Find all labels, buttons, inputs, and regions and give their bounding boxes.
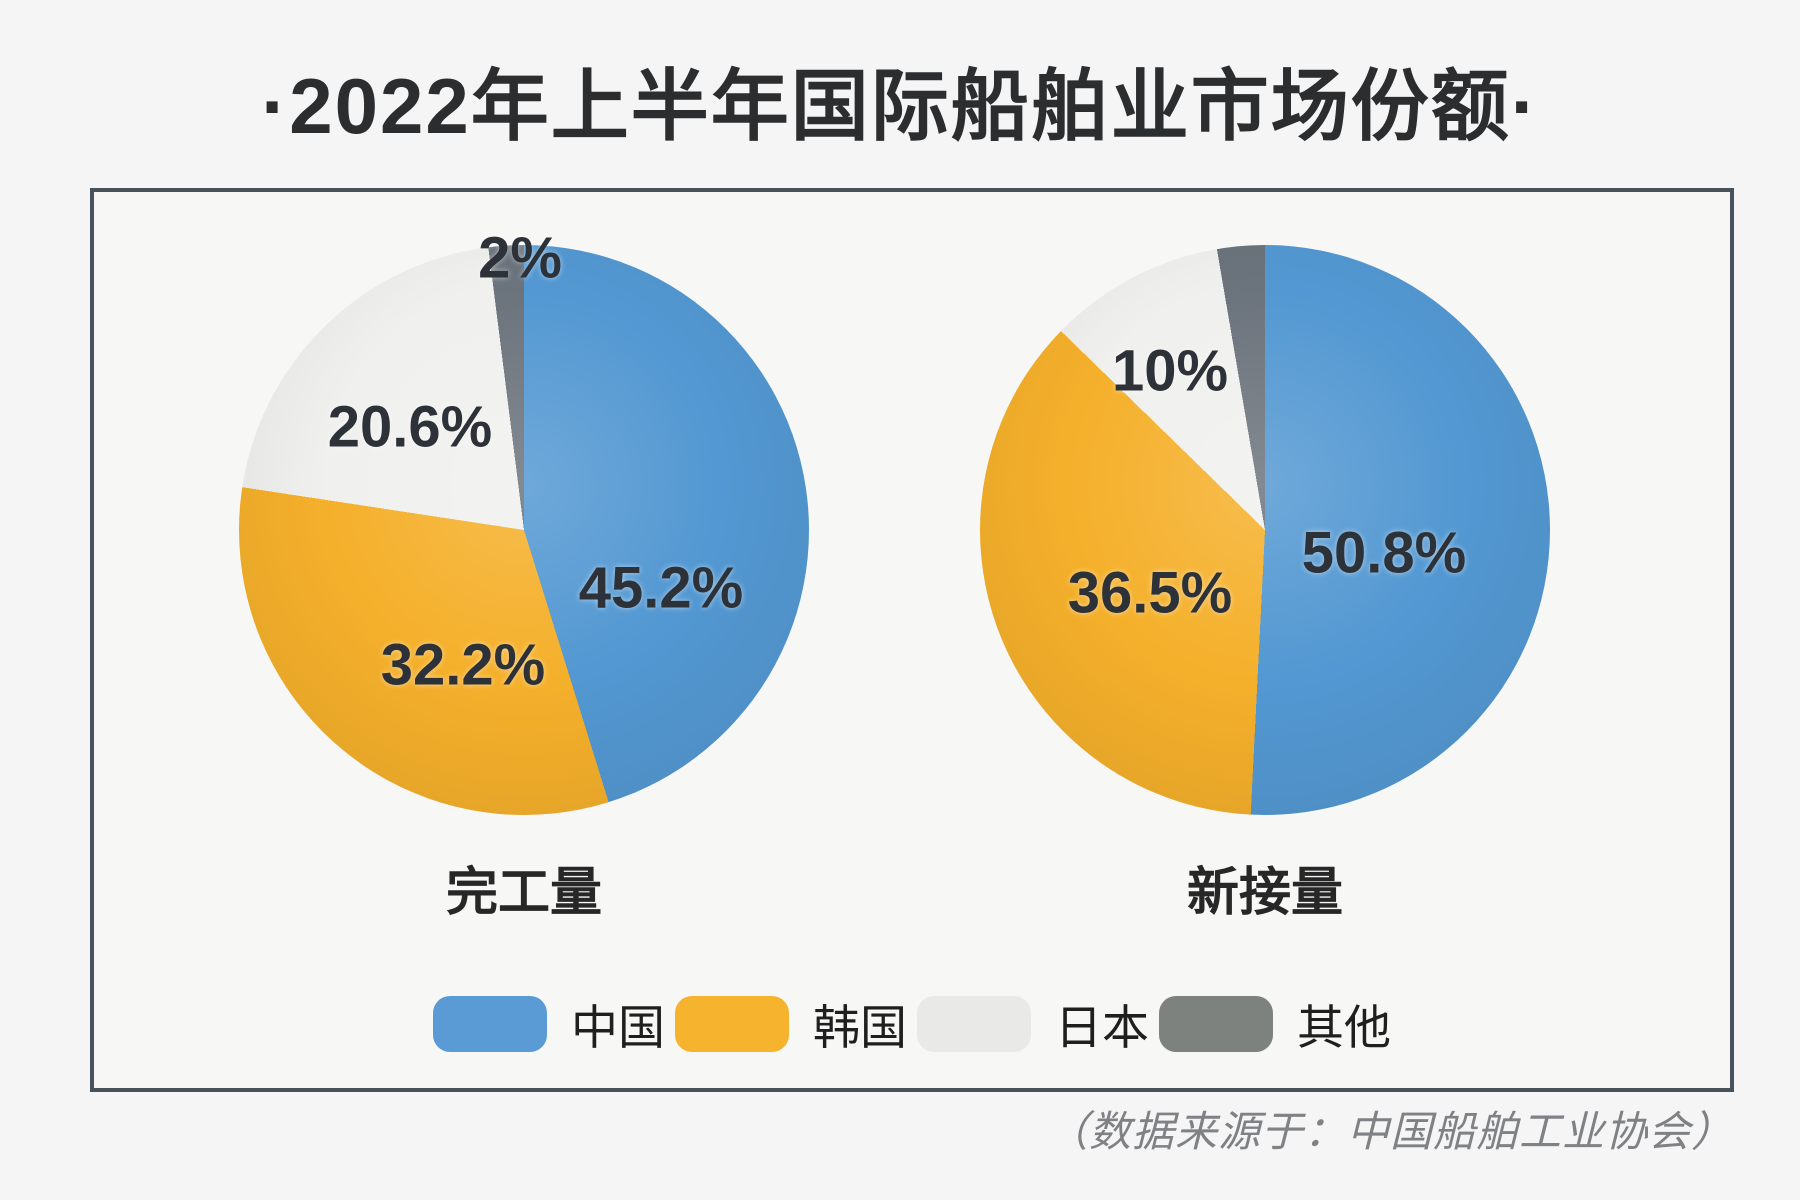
data-source-note: （数据来源于：中国船舶工业协会） — [1045, 1108, 1734, 1155]
slice-label-neworders-korea: 36.5% — [1067, 560, 1233, 626]
legend-swatch-japan — [917, 995, 1031, 1052]
legend-label-japan: 日本 — [1055, 1001, 1149, 1054]
pie-chart-completed-volume — [239, 245, 809, 815]
slice-label-completed-japan: 20.6% — [327, 394, 493, 460]
legend-item-china: 中国 — [433, 989, 665, 1058]
legend-label-korea: 韩国 — [813, 1001, 907, 1054]
legend-swatch-china — [433, 995, 547, 1052]
pie-chart-new-orders — [980, 245, 1550, 815]
legend-item-other: 其他 — [1159, 989, 1391, 1058]
legend-label-china: 中国 — [571, 1001, 665, 1054]
slice-label-completed-korea: 32.2% — [380, 632, 546, 698]
slice-label-completed-china: 45.2% — [578, 555, 744, 621]
legend: 中国 韩国 日本 其他 — [433, 989, 1391, 1058]
pie-title-completed-volume: 完工量 — [445, 864, 603, 922]
page-title: ·2022年上半年国际船舶业市场份额· — [261, 62, 1539, 150]
chart-panel: 45.2% 32.2% 20.6% 2% 50.8% 36.5% 10% 完工量… — [90, 188, 1734, 1092]
legend-item-korea: 韩国 — [675, 989, 907, 1058]
slice-label-completed-other: 2% — [478, 225, 562, 291]
legend-swatch-other — [1159, 995, 1273, 1052]
slice-label-neworders-china: 50.8% — [1301, 520, 1467, 586]
legend-label-other: 其他 — [1297, 1001, 1391, 1054]
legend-swatch-korea — [675, 995, 789, 1052]
pie-title-new-orders: 新接量 — [1186, 864, 1344, 922]
legend-item-japan: 日本 — [917, 989, 1149, 1058]
slice-label-neworders-japan: 10% — [1111, 338, 1229, 404]
